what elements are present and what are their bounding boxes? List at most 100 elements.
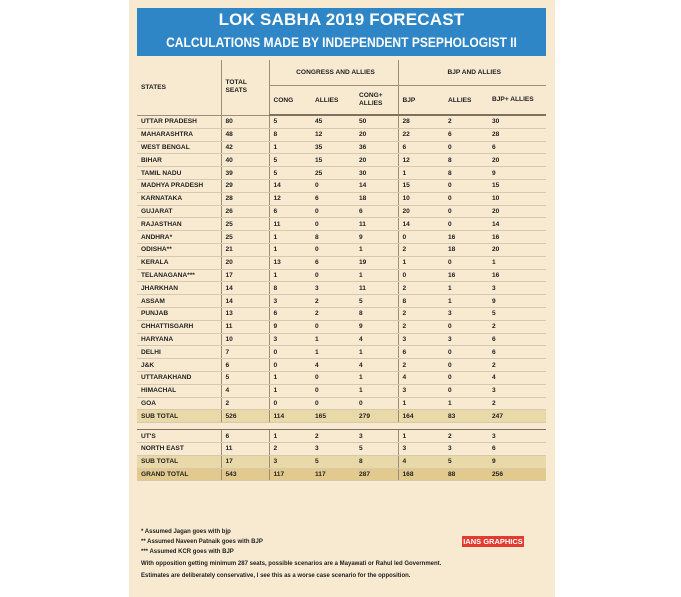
cell-allies-c: 165 [311, 409, 355, 424]
cell-cong: 6 [268, 307, 311, 321]
cell-bjp-allies: 9 [488, 166, 546, 180]
cell-allies-b: 16 [444, 269, 488, 283]
table-row: PUNJAB 13 6 2 8 2 3 5 [137, 307, 546, 321]
cell-allies-b: 5 [444, 455, 488, 469]
cell-allies-c: 8 [311, 230, 355, 244]
cell-allies-c: 0 [311, 243, 355, 257]
cell-cong: 8 [268, 128, 311, 142]
cell-allies-b: 16 [444, 230, 488, 244]
cell-cong-allies: 1 [355, 243, 398, 257]
cell-bjp-allies: 20 [488, 243, 546, 257]
cell-state: KERALA [137, 256, 221, 270]
cell-cong: 9 [268, 320, 311, 334]
cell-allies-c: 4 [311, 358, 355, 372]
cell-total-seats: 2 [220, 397, 269, 411]
cell-bjp: 6 [397, 345, 444, 360]
cell-cong-allies: 9 [355, 230, 398, 244]
cell-cong-allies: 287 [355, 468, 398, 482]
cell-allies-b: 0 [444, 320, 488, 334]
cell-allies-c: 117 [311, 468, 355, 482]
cell-allies-c: 6 [311, 192, 355, 206]
cell-allies-b: 0 [444, 358, 488, 372]
cell-bjp: 1 [397, 397, 444, 411]
cell-allies-c: 2 [311, 429, 355, 443]
cell-bjp-allies: 6 [488, 141, 546, 155]
cell-bjp: 6 [397, 141, 444, 155]
cell-cong: 0 [268, 345, 311, 360]
cell-state: PUNJAB [137, 307, 221, 321]
cell-bjp-allies: 3 [488, 384, 546, 398]
cell-bjp-allies: 1 [488, 256, 546, 270]
table-row: ANDHRA* 25 1 8 9 0 16 16 [137, 230, 546, 244]
cell-total-seats: 526 [220, 409, 269, 424]
cell-allies-c: 45 [311, 115, 355, 129]
cell-allies-c: 0 [311, 384, 355, 398]
cell-cong-allies: 1 [355, 269, 398, 283]
cell-total-seats: 21 [220, 243, 269, 257]
cell-bjp: 2 [397, 307, 444, 321]
cell-allies-b: 0 [444, 141, 488, 155]
cell-bjp: 22 [397, 128, 444, 142]
cell-bjp-allies: 3 [488, 281, 546, 296]
cell-state: GOA [137, 397, 221, 411]
cell-cong: 1 [268, 243, 311, 257]
cell-bjp-allies: 30 [488, 115, 546, 129]
cell-bjp-allies: 9 [488, 294, 546, 308]
title-line-2: CALCULATIONS MADE BY INDEPENDENT PSEPHOL… [166, 34, 517, 50]
forecast-table: STATES TOTAL SEATS CONGRESS AND ALLIES B… [137, 60, 546, 482]
cell-cong: 12 [268, 192, 311, 206]
cell-allies-c: 0 [311, 320, 355, 334]
cell-bjp: 0 [397, 230, 444, 244]
cell-allies-c: 1 [311, 333, 355, 347]
table-row: J&K 6 0 4 4 2 0 2 [137, 358, 546, 372]
cell-cong: 1 [268, 429, 311, 443]
cell-state: TELANAGANA*** [137, 269, 221, 283]
cell-allies-b: 0 [444, 256, 488, 270]
ians-graphics-logo: IANS GRAPHICS [462, 536, 524, 547]
cell-allies-c: 0 [311, 371, 355, 385]
table-row: CHHATTISGARH 11 9 0 9 2 0 2 [137, 320, 546, 334]
cell-total-seats: 13 [220, 307, 269, 321]
cell-allies-c: 3 [311, 442, 355, 456]
cell-bjp-allies: 16 [488, 230, 546, 244]
cell-bjp: 20 [397, 205, 444, 219]
cell-total-seats: 48 [220, 128, 269, 142]
cell-total-seats: 7 [220, 345, 269, 360]
cell-cong: 2 [268, 442, 311, 456]
cell-state: GRAND TOTAL [137, 468, 221, 482]
cell-total-seats: 20 [220, 256, 269, 270]
cell-allies-c: 12 [311, 128, 355, 142]
cell-bjp-allies: 6 [488, 333, 546, 347]
cell-bjp: 1 [397, 256, 444, 270]
cell-state: CHHATTISGARH [137, 320, 221, 334]
cell-state: JHARKHAN [137, 281, 221, 296]
table-row: KERALA 20 13 6 19 1 0 1 [137, 256, 546, 270]
cell-cong-allies: 20 [355, 128, 398, 142]
cell-bjp-allies: 6 [488, 345, 546, 360]
cell-cong: 1 [268, 269, 311, 283]
table-row: GOA 2 0 0 0 1 1 2 [137, 397, 546, 411]
table-row: NORTH EAST 11 2 3 5 3 3 6 [137, 442, 546, 456]
table-row: HARYANA 10 3 1 4 3 3 6 [137, 333, 546, 347]
cell-cong-allies: 11 [355, 281, 398, 296]
table-row: KARNATAKA 28 12 6 18 10 0 10 [137, 192, 546, 206]
cell-allies-c: 0 [311, 179, 355, 193]
header-states: STATES [137, 60, 221, 116]
cell-bjp: 28 [397, 115, 444, 129]
cell-cong-allies: 30 [355, 166, 398, 180]
table-row: GUJARAT 26 6 0 6 20 0 20 [137, 205, 546, 219]
cell-total-seats: 25 [220, 230, 269, 244]
cell-bjp: 2 [397, 320, 444, 334]
cell-total-seats: 28 [220, 192, 269, 206]
cell-cong: 14 [268, 179, 311, 193]
cell-cong-allies: 9 [355, 320, 398, 334]
table-row: WEST BENGAL 42 1 35 36 6 0 6 [137, 141, 546, 155]
cell-bjp-allies: 6 [488, 442, 546, 456]
cell-bjp-allies: 4 [488, 371, 546, 385]
cell-allies-b: 0 [444, 217, 488, 232]
cell-cong: 6 [268, 205, 311, 219]
cell-cong-allies: 50 [355, 115, 398, 129]
cell-allies-b: 0 [444, 205, 488, 219]
header-allies-b: ALLIES [444, 85, 488, 116]
cell-bjp: 0 [397, 269, 444, 283]
